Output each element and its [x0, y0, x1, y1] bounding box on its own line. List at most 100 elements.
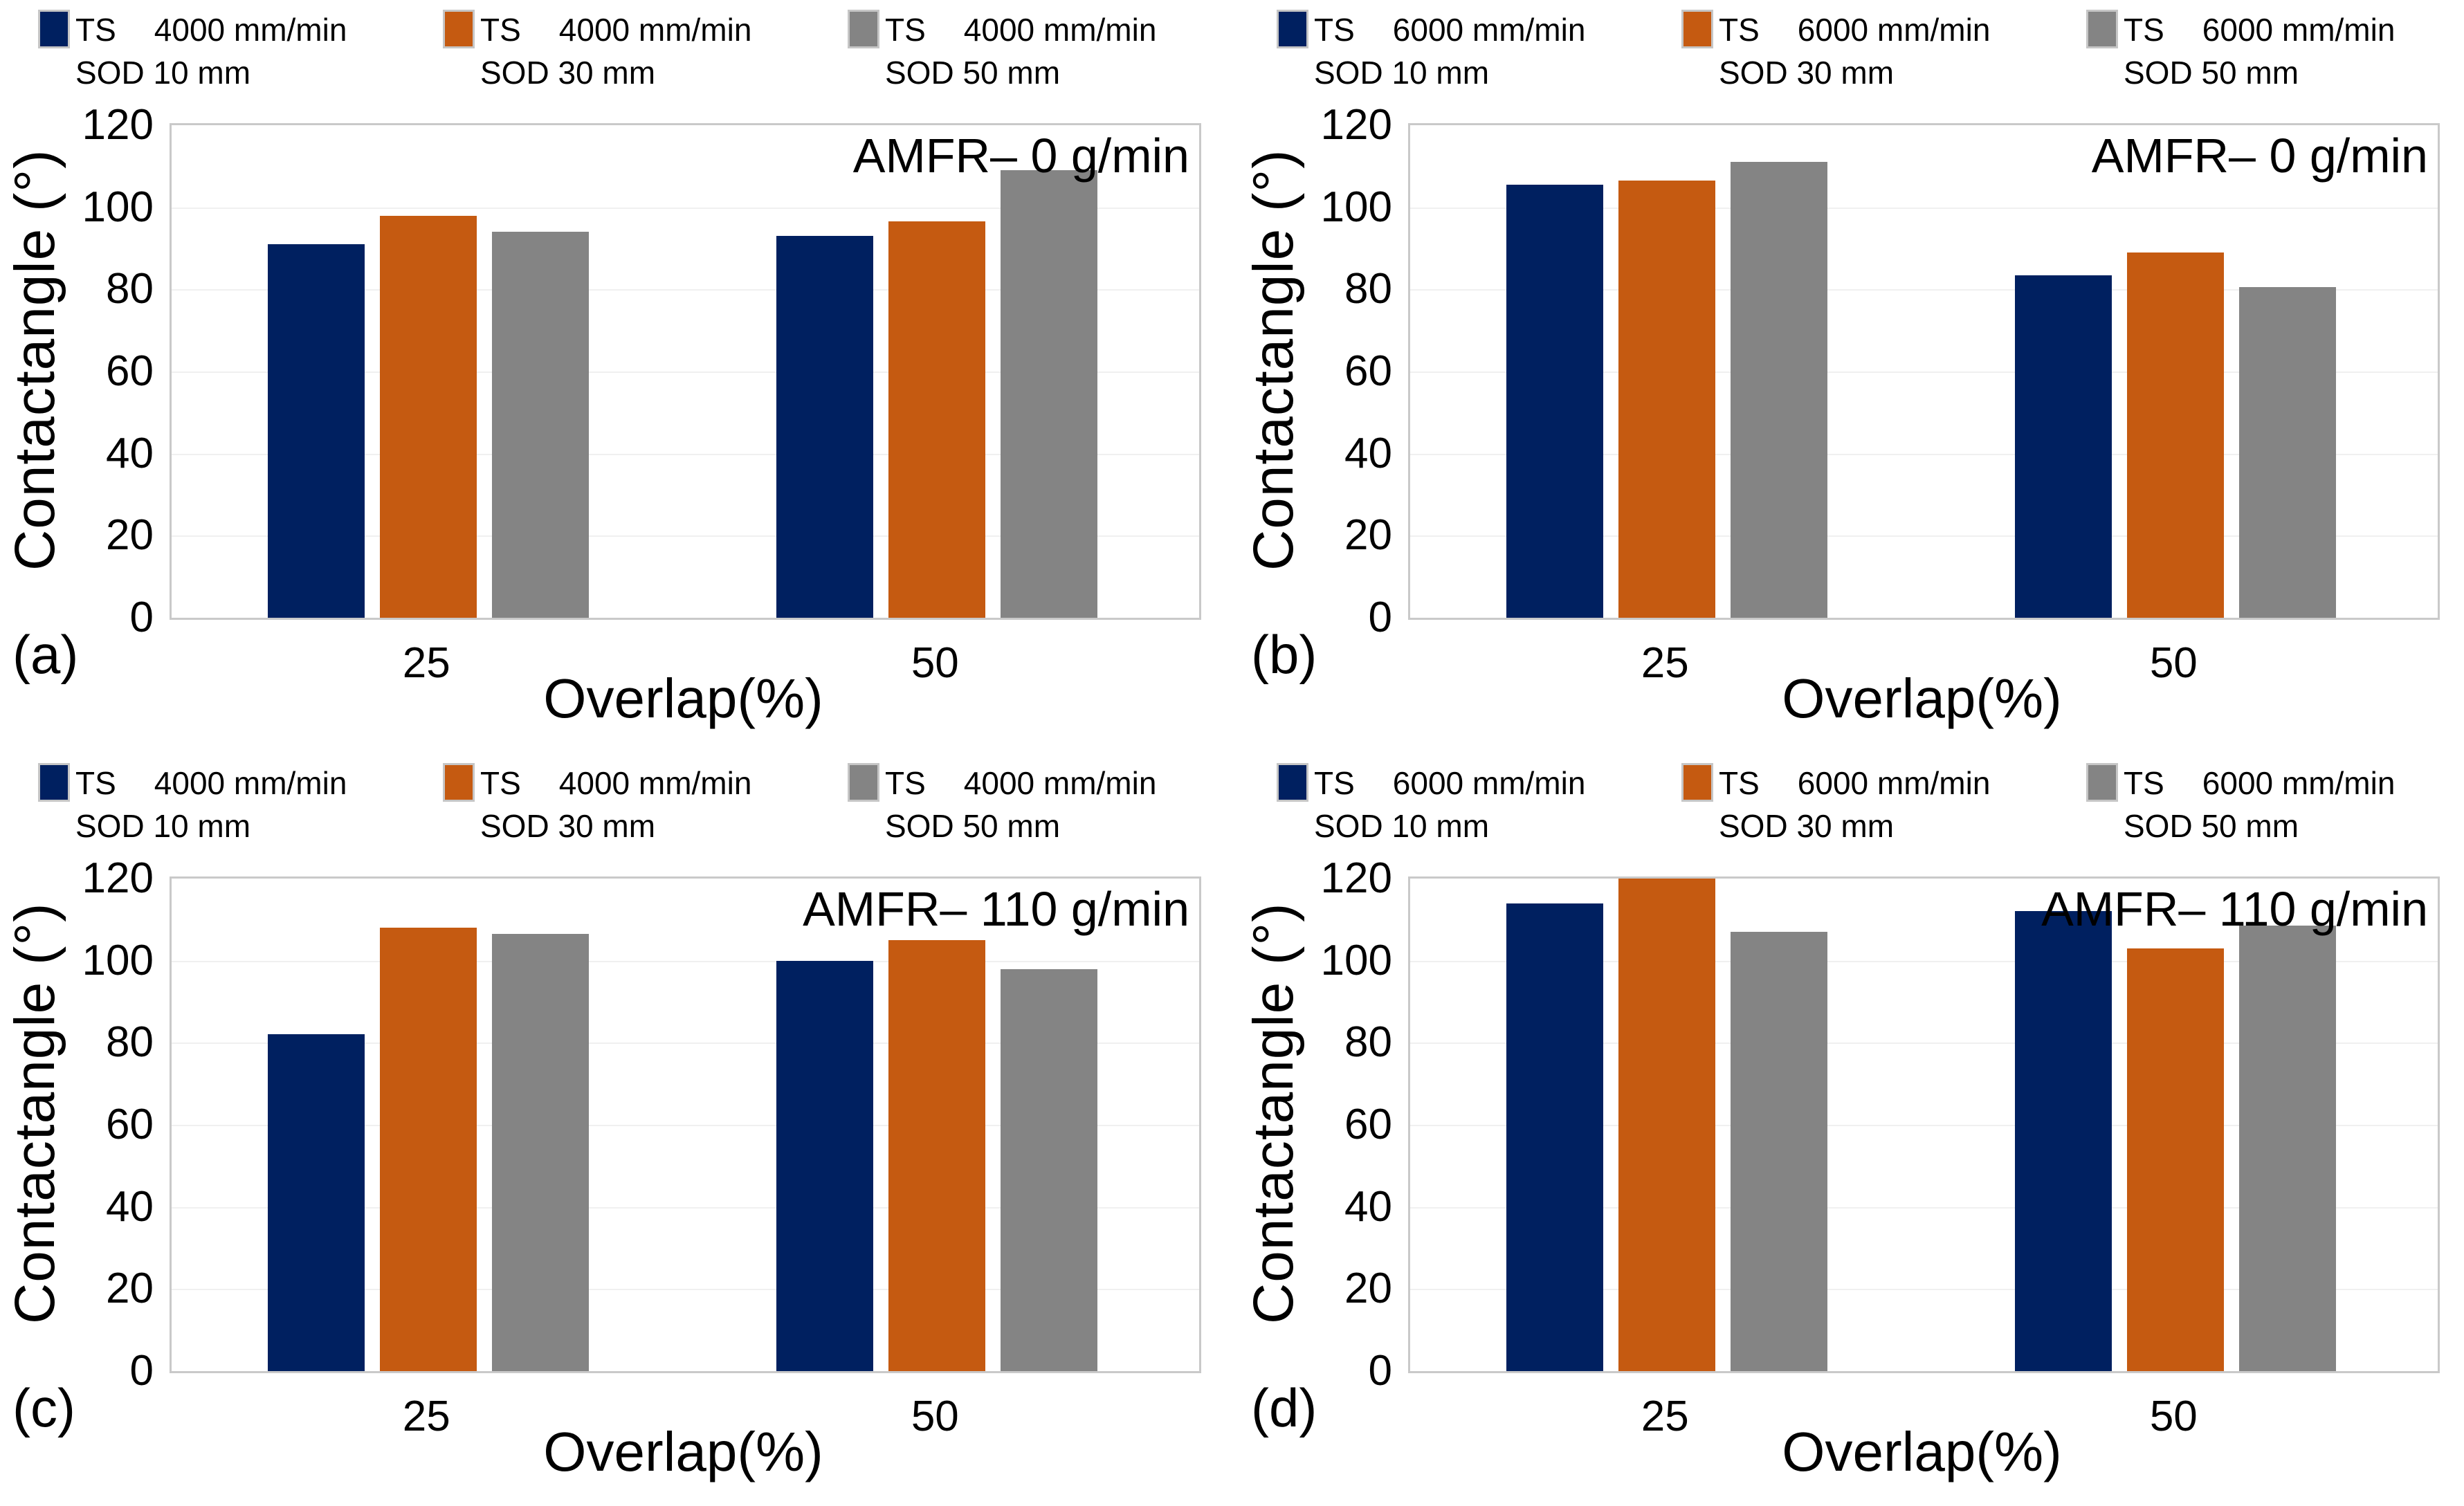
plot-area: AMFR– 0 g/min [170, 123, 1201, 620]
legend: TS 6000 mm/min SOD 10 mm TS 6000 mm/min SOD 3… [1277, 762, 2395, 847]
legend-speed-label: 6000 mm/min [1392, 765, 1586, 801]
legend-item: TS 4000 mm/min SOD 50 mm [848, 8, 1156, 94]
gridline [1410, 1125, 2438, 1126]
legend-ts-label: TS [885, 765, 926, 801]
gridline [1410, 289, 2438, 291]
legend-text: TS 4000 mm/min SOD 30 mm [480, 8, 751, 94]
y-tick-label: 60 [1344, 1101, 1392, 1148]
gridlines [172, 879, 1199, 1371]
panel-letter: (c) [12, 1377, 75, 1438]
bar-series-3-overlap-50 [1001, 968, 1098, 1371]
legend-swatch [848, 10, 879, 48]
legend-sod-label: SOD 30 mm [1719, 808, 1895, 844]
legend-text: TS 6000 mm/min SOD 50 mm [2124, 762, 2395, 847]
gridline [1410, 453, 2438, 455]
y-tick-label: 120 [82, 854, 154, 902]
bar-series-1-overlap-50 [776, 960, 874, 1371]
legend: TS 4000 mm/min SOD 10 mm TS 4000 mm/min SOD 3… [38, 8, 1156, 94]
legend-item: TS 4000 mm/min SOD 30 mm [443, 8, 848, 94]
bar-series-layer [1410, 125, 2438, 618]
x-axis-tick-labels: 25 50 [1239, 0, 2464, 753]
bar-series-3-overlap-25 [1731, 162, 1828, 618]
gridline [1410, 960, 2438, 962]
gridline [172, 1125, 1199, 1126]
x-tick-label: 25 [1641, 1393, 1689, 1440]
legend-item: TS 6000 mm/min SOD 50 mm [2086, 8, 2395, 94]
legend-sod-label: SOD 10 mm [1314, 808, 1490, 844]
panel-letter: (b) [1251, 624, 1317, 685]
x-tick-label: 25 [402, 1393, 450, 1440]
x-tick-label: 50 [2149, 1393, 2198, 1440]
bar-series-2-overlap-25 [380, 215, 477, 618]
y-tick-label: 80 [106, 265, 154, 313]
legend-item: TS 6000 mm/min SOD 30 mm [1681, 762, 2086, 847]
legend-item: TS 6000 mm/min SOD 50 mm [2086, 762, 2395, 847]
amfr-annotation: AMFR– 110 g/min [2041, 882, 2428, 936]
bar-series-3-overlap-50 [1001, 170, 1098, 618]
legend-speed-label: 4000 mm/min [154, 765, 347, 801]
legend-sod-label: SOD 10 mm [75, 808, 251, 844]
legend-ts-label: TS [75, 765, 116, 801]
legend-text: TS 6000 mm/min SOD 50 mm [2124, 8, 2395, 94]
y-tick-label: 20 [1344, 1265, 1392, 1313]
bar-series-3-overlap-25 [492, 934, 590, 1371]
legend-ts-label: TS [885, 12, 926, 48]
y-tick-label: 0 [1368, 1347, 1392, 1395]
legend-text: TS 4000 mm/min SOD 50 mm [885, 762, 1156, 847]
y-tick-label: 60 [106, 347, 154, 395]
legend: TS 4000 mm/min SOD 10 mm TS 4000 mm/min SOD 3… [38, 762, 1156, 847]
legend-ts-label: TS [480, 765, 521, 801]
legend-speed-label: 4000 mm/min [963, 765, 1157, 801]
legend-ts-label: TS [1314, 12, 1355, 48]
y-tick-label: 0 [129, 1347, 154, 1395]
gridline [172, 960, 1199, 962]
y-tick-label: 20 [1344, 511, 1392, 560]
y-tick-label: 60 [1344, 347, 1392, 395]
legend-swatch [848, 763, 879, 802]
legend-ts-label: TS [2124, 12, 2164, 48]
legend-speed-label: 4000 mm/min [154, 12, 347, 48]
legend-sod-label: SOD 10 mm [1314, 55, 1490, 91]
legend-text: TS 4000 mm/min SOD 10 mm [75, 8, 347, 94]
bar-series-1-overlap-50 [776, 236, 874, 618]
legend-ts-label: TS [1314, 765, 1355, 801]
y-tick-label: 40 [106, 1182, 154, 1231]
y-tick-label: 100 [1320, 936, 1392, 984]
y-tick-label: 100 [1320, 183, 1392, 231]
legend-item: TS 6000 mm/min SOD 10 mm [1277, 762, 1681, 847]
y-tick-label: 120 [82, 101, 154, 149]
panel-letter: (d) [1251, 1377, 1317, 1438]
legend-swatch [1277, 763, 1308, 802]
legend-swatch [1681, 763, 1713, 802]
x-axis-title: Overlap(%) [543, 668, 823, 729]
legend-speed-label: 6000 mm/min [1797, 765, 1991, 801]
bar-series-1-overlap-25 [268, 244, 365, 618]
x-tick-label: 25 [402, 639, 450, 687]
bar-series-3-overlap-25 [1731, 932, 1828, 1371]
y-tick-label: 120 [1320, 854, 1392, 902]
legend-swatch [443, 763, 475, 802]
y-tick-label: 80 [1344, 1018, 1392, 1067]
bar-series-2-overlap-25 [380, 928, 477, 1371]
gridline [172, 535, 1199, 538]
bar-series-layer [172, 125, 1199, 618]
y-tick-label: 100 [82, 936, 154, 984]
legend-ts-label: TS [2124, 765, 2164, 801]
y-axis-tick-labels: 0 20 40 60 80 100 120 [0, 101, 154, 641]
legend: TS 6000 mm/min SOD 10 mm TS 6000 mm/min SOD 3… [1277, 8, 2395, 94]
y-tick-label: 40 [1344, 1182, 1392, 1231]
legend-swatch [38, 763, 70, 802]
y-tick-label: 20 [106, 1265, 154, 1313]
gridline [172, 1289, 1199, 1291]
bar-series-2-overlap-50 [2127, 252, 2225, 618]
plot-area: AMFR– 110 g/min [170, 876, 1201, 1373]
bar-series-1-overlap-25 [1506, 903, 1604, 1371]
legend-swatch [1681, 10, 1713, 48]
amfr-annotation: AMFR– 0 g/min [2091, 129, 2428, 183]
y-tick-label: 0 [129, 594, 154, 641]
legend-text: TS 4000 mm/min SOD 50 mm [885, 8, 1156, 94]
bar-series-2-overlap-25 [1618, 181, 1716, 618]
gridlines [1410, 125, 2438, 618]
bar-series-1-overlap-25 [268, 1034, 365, 1371]
bar-series-layer [172, 879, 1199, 1371]
